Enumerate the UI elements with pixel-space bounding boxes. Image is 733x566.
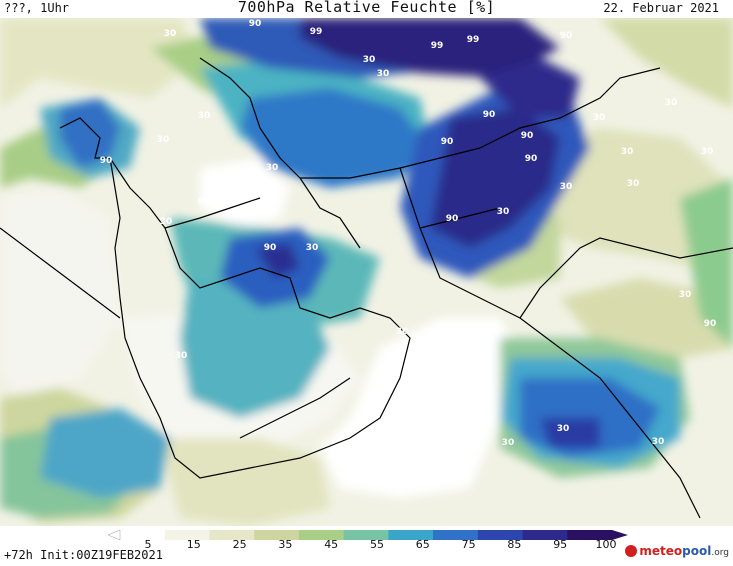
contour-label: 30 (377, 69, 390, 79)
colorbar-segment (120, 530, 166, 540)
contour-label: 30 (363, 55, 376, 65)
header-bar: ???, 1Uhr 700hPa Relative Feuchte [%] 22… (0, 0, 733, 18)
contour-label: 30 (679, 290, 692, 300)
contour-label: 90 (264, 243, 277, 253)
contour-label: 30 (396, 327, 409, 337)
contour-label: 30 (502, 438, 515, 448)
colorbar-segment (298, 530, 345, 540)
contour-label: 30 (665, 98, 678, 108)
contour-label: 30 (164, 29, 177, 39)
colorbar-tick-label: 65 (416, 538, 430, 548)
colorbar-segment (522, 530, 568, 540)
colorbar-segment (567, 530, 613, 540)
contour-label: 90 (704, 319, 717, 329)
contour-label: 90 (441, 137, 454, 147)
humidity-map: 30 90 99 99 99 90 30 30 30 90 30 30 90 90 90 30 30 30 30 90… (0, 18, 733, 526)
contour-label: 90 (198, 197, 211, 207)
colorbar-segment (164, 530, 210, 540)
contour-label: 30 (652, 437, 665, 447)
colorbar-tick-label: 5 (145, 538, 152, 548)
logo-text-meteo: meteo (639, 544, 683, 558)
colorbar-segment (254, 530, 300, 540)
colorbar-high-arrow (612, 530, 628, 540)
contour-label: 30 (497, 207, 510, 217)
contour-label: 30 (593, 113, 606, 123)
contour-label: 90 (100, 156, 113, 166)
colorbar-tick-label: 85 (507, 538, 521, 548)
contour-label: 30 (160, 217, 173, 227)
contour-label: 90 (521, 131, 534, 141)
map-title: 700hPa Relative Feuchte [%] (237, 0, 496, 16)
run-label: ???, 1Uhr (4, 1, 70, 15)
contour-label: 30 (621, 147, 634, 157)
contour-label: 30 (157, 135, 170, 145)
contour-label: 30 (560, 182, 573, 192)
colorbar-low-arrow (107, 529, 121, 541)
logo-mark-icon (625, 545, 638, 557)
colorbar-segment (343, 530, 389, 540)
contour-label: 30 (306, 243, 319, 253)
contour-label: 99 (431, 41, 444, 51)
colorbar-segment (209, 530, 255, 540)
contour-label: 30 (266, 163, 279, 173)
contour-label: 90 (483, 110, 496, 120)
logo-text-org: .org (711, 548, 729, 558)
contour-label: 90 (446, 214, 459, 224)
contour-label: 30 (175, 351, 188, 361)
colorbar-tick-label: 100 (596, 538, 617, 548)
init-time: +72h Init:00Z19FEB2021 (4, 548, 163, 562)
contour-label: 30 (701, 147, 714, 157)
contour-label: 90 (249, 19, 262, 29)
contour-label: 90 (525, 154, 538, 164)
contour-label: 30 (198, 111, 211, 121)
colorbar-segment (388, 530, 434, 540)
logo-text-pool: pool (682, 544, 712, 558)
humidity-field (0, 18, 733, 526)
colorbar-tick-label: 55 (370, 538, 384, 548)
colorbar-tick-label: 15 (187, 538, 201, 548)
colorbar-tick-label: 45 (324, 538, 338, 548)
meteopool-logo[interactable]: meteopool.org (625, 544, 729, 558)
colorbar-tick-label: 95 (553, 538, 567, 548)
contour-label: 30 (627, 179, 640, 189)
colorbar: 5 15 25 35 45 55 65 75 85 95 100 (107, 529, 628, 548)
footer: 5 15 25 35 45 55 65 75 85 95 100 +72h Init:00Z19FE… (0, 526, 733, 566)
colorbar-tick-label: 25 (233, 538, 247, 548)
colorbar-segment (433, 530, 479, 540)
colorbar-segment (477, 530, 524, 540)
contour-label: 30 (557, 424, 570, 434)
contour-label: 99 (310, 27, 323, 37)
contour-label: 90 (560, 31, 573, 41)
colorbar-tick-label: 35 (278, 538, 292, 548)
colorbar-tick-label: 75 (462, 538, 476, 548)
coastlines (0, 57, 733, 519)
contour-label: 99 (467, 35, 480, 45)
valid-date: 22. Februar 2021 (603, 1, 719, 15)
